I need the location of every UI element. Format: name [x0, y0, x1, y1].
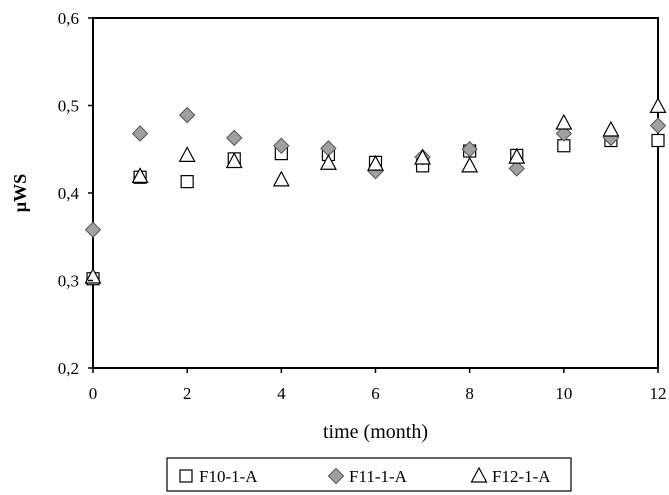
- y-tick-label: 0,2: [58, 359, 79, 378]
- legend-marker: [179, 469, 193, 483]
- x-tick-label: 2: [183, 384, 192, 403]
- x-tick-label: 0: [89, 384, 98, 403]
- y-tick-label: 0,3: [58, 272, 79, 291]
- data-point: [178, 106, 196, 124]
- x-tick-label: 4: [277, 384, 286, 403]
- data-point: [555, 125, 573, 142]
- series-F12-1-A: [84, 97, 667, 284]
- data-point: [180, 175, 194, 189]
- y-tick-label: 0,5: [58, 97, 79, 116]
- legend-label: F12-1-A: [492, 467, 551, 486]
- data-point: [178, 146, 196, 162]
- data-point: [131, 167, 149, 183]
- data-point: [319, 153, 337, 170]
- data-points: [84, 97, 667, 286]
- data-point: [508, 160, 525, 177]
- plot-frame: [92, 17, 659, 369]
- y-axis-title: µWS: [10, 174, 30, 212]
- legend-label: F10-1-A: [199, 467, 258, 486]
- x-tick-label: 8: [465, 384, 474, 403]
- data-point: [555, 113, 573, 130]
- legend-marker: [470, 466, 488, 483]
- data-point: [649, 97, 667, 113]
- y-tick-label: 0,6: [58, 9, 79, 28]
- y-axis-ticks: 0,2 0,3 0,4 0,5 0,6: [58, 9, 93, 378]
- x-tick-label: 10: [555, 384, 572, 403]
- data-point: [651, 133, 665, 148]
- x-tick-label: 12: [650, 384, 667, 403]
- data-point: [131, 125, 149, 142]
- data-point: [273, 137, 290, 154]
- data-point: [226, 129, 243, 147]
- data-point: [84, 221, 102, 238]
- data-point: [225, 152, 243, 169]
- data-point: [508, 147, 526, 164]
- x-tick-label: 6: [371, 384, 380, 403]
- data-point: [272, 170, 290, 187]
- data-point: [602, 120, 620, 137]
- legend-label: F11-1-A: [349, 467, 408, 486]
- legend-box: [166, 457, 572, 492]
- data-point: [649, 117, 667, 134]
- data-point: [366, 154, 385, 171]
- legend: F10-1-A F11-1-A F12-1-A: [166, 457, 572, 492]
- x-axis-title: time (month): [323, 421, 428, 443]
- plot-area: [93, 18, 658, 368]
- legend-marker: [327, 467, 345, 485]
- x-axis-ticks: 0 2 4 6 8 10 12: [89, 368, 667, 403]
- y-tick-label: 0,4: [58, 184, 80, 203]
- data-point: [84, 267, 102, 284]
- data-point: [414, 148, 432, 165]
- data-point: [461, 156, 479, 173]
